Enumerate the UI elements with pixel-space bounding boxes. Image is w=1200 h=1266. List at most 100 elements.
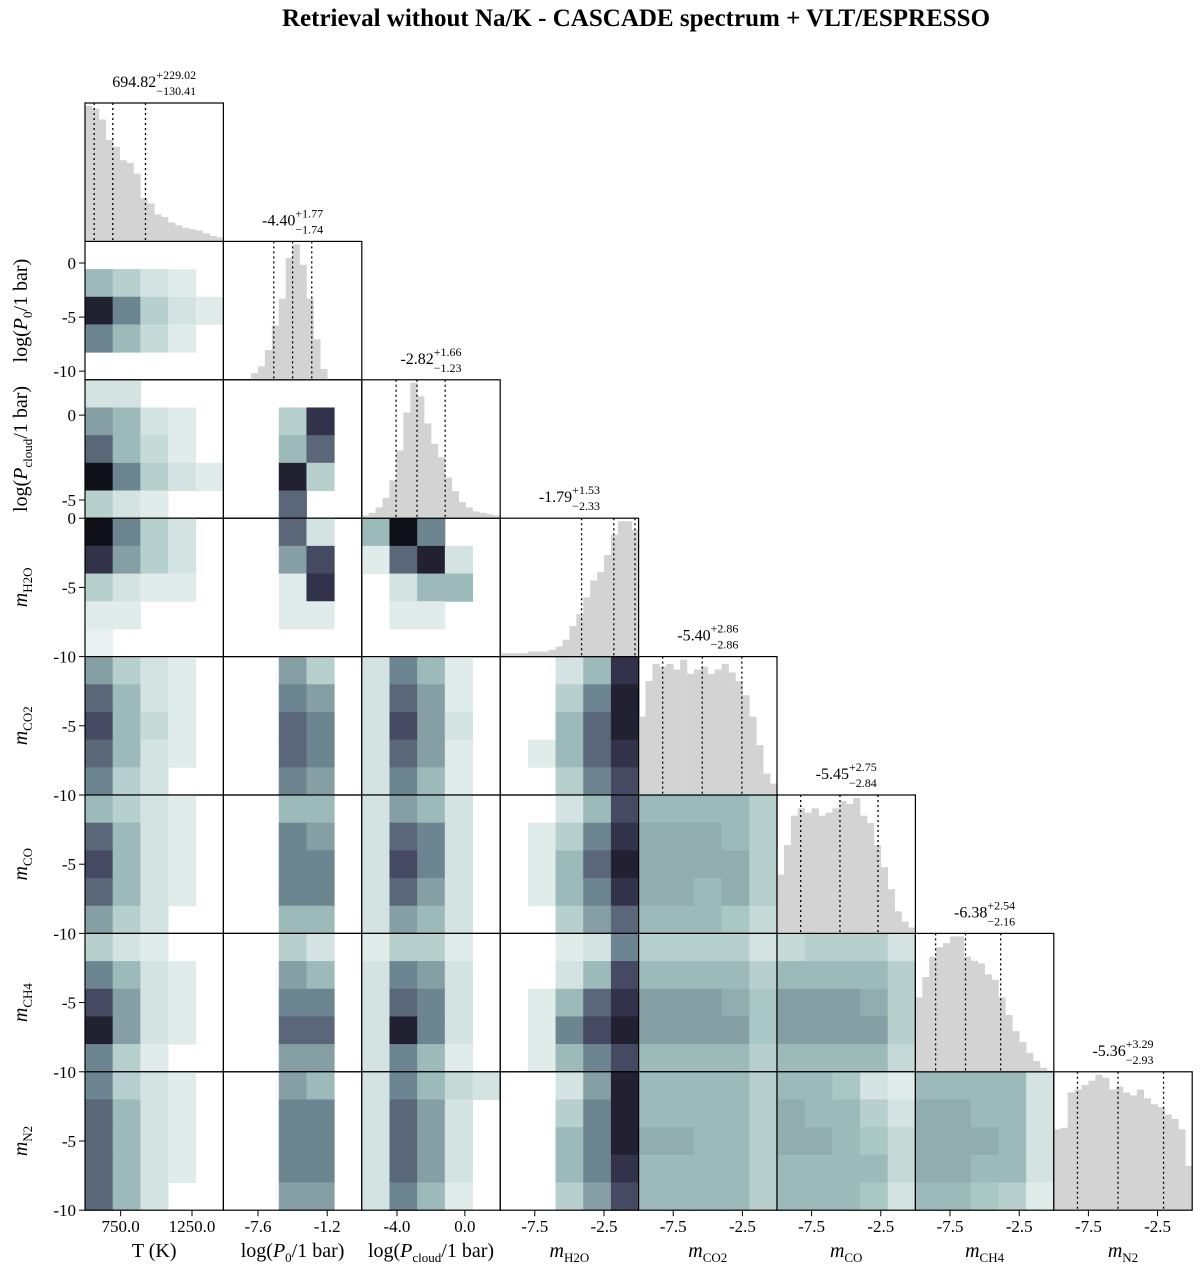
density-cell (693, 1127, 723, 1156)
density-cell (278, 407, 307, 436)
hist-bar (479, 512, 487, 519)
density-cell (610, 933, 640, 962)
density-cell (693, 905, 723, 934)
density-cell (1026, 1182, 1055, 1211)
density-cell (140, 1099, 169, 1128)
hist-bar (790, 815, 799, 934)
density-cell (887, 1154, 916, 1184)
density-cell (749, 1099, 778, 1128)
density-cell (278, 711, 307, 741)
density-cell (417, 684, 446, 713)
density-cell (832, 1099, 861, 1128)
density-cell (721, 1182, 750, 1211)
density-cell (306, 767, 335, 796)
density-cell (998, 1071, 1027, 1100)
hist-bar (451, 491, 459, 519)
density-cell (638, 933, 667, 962)
density-cell (361, 795, 390, 824)
density-cell (389, 767, 418, 796)
density-cell (140, 684, 169, 713)
density-cell (112, 739, 141, 768)
hist-bar (202, 233, 210, 242)
density-cell (112, 1099, 141, 1128)
density-cell (306, 795, 335, 824)
hist-bar (659, 666, 667, 795)
density-cell (85, 1127, 114, 1156)
density-cell (610, 1127, 640, 1156)
density-cell (417, 1154, 446, 1184)
hist-bar (742, 695, 750, 795)
summary-median: -2.82 (400, 351, 433, 368)
density-cell (140, 739, 169, 768)
label-sub: CO2 (703, 1250, 728, 1265)
density-cell (444, 822, 474, 851)
density-cell (638, 1127, 667, 1156)
density-cell (583, 961, 612, 990)
hist-bar (368, 512, 376, 519)
density-cell (693, 1099, 723, 1128)
density-cell (444, 850, 474, 879)
y-tick-label: -10 (53, 648, 76, 667)
density-cell (168, 324, 197, 353)
axis-label: log(Pcloud/1 bar) (368, 1240, 494, 1265)
density-cell (1026, 1154, 1055, 1184)
hist-bar (666, 663, 674, 795)
density-cell (112, 988, 141, 1017)
label-part: log( (10, 330, 32, 363)
density-cell (85, 878, 114, 907)
x-tick-label: -7.5 (798, 1217, 825, 1236)
hist-bar (604, 555, 612, 657)
density-cell (112, 269, 141, 298)
hist-bar (617, 521, 626, 657)
density-cell (389, 822, 418, 851)
axis-label: mN2 (1108, 1240, 1138, 1265)
hist-summary: -5.40+2.86 −2.86 (677, 622, 738, 652)
hist-bar (1123, 1092, 1131, 1211)
density-cell (583, 988, 612, 1017)
hist-bar (1067, 1092, 1075, 1211)
summary-plus: +1.53 (572, 483, 600, 497)
density-cell (417, 656, 446, 685)
hist-bar (915, 997, 923, 1072)
density-cell (140, 988, 169, 1017)
hist-bar (735, 680, 743, 795)
density-cell (887, 933, 916, 962)
density-cell (1026, 1127, 1055, 1156)
hist-bar (1005, 1014, 1013, 1072)
density-cell (168, 961, 197, 990)
density-cell (638, 1182, 667, 1211)
density-cell (749, 905, 778, 934)
density-cell (860, 1099, 889, 1128)
density-cell (112, 905, 141, 934)
density-cell (417, 1099, 446, 1128)
density-cell (85, 767, 114, 796)
density-cell (112, 379, 141, 408)
hist-bar (956, 936, 965, 1072)
density-cell (361, 767, 390, 796)
density-cell (278, 933, 307, 962)
label-sub: CO (20, 848, 35, 866)
density-cell (832, 933, 861, 962)
x-tick-label: -4.0 (383, 1217, 410, 1236)
hist-bar (707, 673, 716, 795)
density-cell (140, 1016, 169, 1045)
density-cell (749, 1154, 778, 1184)
summary-minus: −2.93 (1126, 1053, 1154, 1067)
density-cell (85, 296, 114, 325)
density-cell (168, 573, 197, 602)
hist-bar (977, 963, 985, 1072)
density-cell (112, 462, 141, 492)
axis-label: log(P0/1 bar) (10, 259, 35, 363)
density-cell (389, 601, 418, 630)
density-cell (417, 1127, 446, 1156)
hist-bar (873, 845, 882, 934)
hist-bar (258, 366, 266, 380)
density-cell (804, 1154, 833, 1184)
hist-bar (943, 943, 951, 1072)
hist-bar (382, 497, 390, 519)
density-cell (278, 961, 307, 990)
y-tick-label: -5 (62, 491, 76, 510)
hist-bar (1109, 1089, 1117, 1211)
density-cell (444, 1044, 474, 1073)
